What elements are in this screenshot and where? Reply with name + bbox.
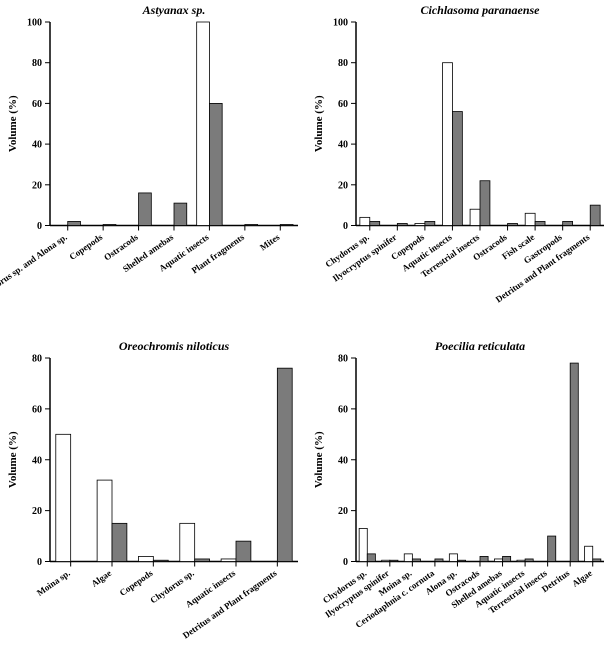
bar [452, 112, 462, 226]
bar [221, 558, 236, 561]
bar [195, 558, 210, 561]
bar [585, 546, 593, 561]
y-tick-label: 40 [338, 455, 348, 466]
y-tick-label: 20 [32, 506, 42, 517]
bar [449, 553, 457, 561]
y-tick-label: 60 [32, 404, 42, 415]
y-tick-label: 80 [338, 58, 348, 69]
bar [367, 553, 375, 561]
chart-title: Astyanax sp. [142, 3, 206, 17]
y-tick-label: 80 [338, 353, 348, 364]
x-category-label: Copepods [67, 232, 104, 262]
y-axis-label: Volume (%) [7, 431, 19, 488]
bar [517, 560, 525, 561]
bar [112, 523, 127, 561]
bar [245, 224, 258, 225]
bar [138, 556, 153, 561]
bar [236, 541, 251, 561]
bar [97, 480, 112, 561]
bar [359, 528, 367, 561]
x-category-label: Moina sp. [35, 567, 72, 597]
y-tick-label: 40 [32, 455, 42, 466]
bar [56, 434, 71, 561]
y-tick-label: 0 [343, 221, 348, 232]
bar [174, 203, 187, 225]
bar [457, 560, 465, 561]
bar [425, 221, 435, 225]
bar [435, 558, 443, 561]
y-tick-label: 20 [338, 180, 348, 191]
panel-oreochromis: Oreochromis niloticus 0 20 40 60 80 Volume (%)… [0, 336, 306, 671]
y-tick-label: 80 [32, 353, 42, 364]
bar [548, 536, 556, 561]
x-category-label: Algae [570, 567, 594, 588]
bar [360, 217, 370, 225]
bar [508, 223, 518, 225]
bar [180, 523, 195, 561]
bar [277, 368, 292, 561]
y-tick-label: 60 [338, 99, 348, 110]
bar [390, 560, 398, 561]
y-axis-label: Volume (%) [7, 95, 19, 152]
bar [370, 221, 380, 225]
y-tick-label: 20 [338, 506, 348, 517]
x-category-label: Copepods [118, 567, 155, 597]
y-tick-label: 0 [37, 221, 42, 232]
bar [197, 22, 210, 226]
bar [590, 205, 600, 225]
x-category-label: Chydorus sp. and Alona sp. [0, 232, 69, 301]
panel-poecilia: Poecilia reticulata020406080Volume (%)Ch… [306, 336, 612, 671]
y-tick-label: 0 [37, 557, 42, 568]
y-tick-label: 100 [333, 18, 348, 29]
bar [525, 213, 535, 225]
chart-grid: Astyanax sp. 0 20 40 60 80 100 Volume (%) Chydor… [0, 0, 612, 671]
panel-astyanax: Astyanax sp. 0 20 40 60 80 100 Volume (%) Chydor… [0, 0, 306, 336]
bar [593, 558, 601, 561]
bar [382, 560, 390, 561]
y-tick-label: 80 [32, 58, 42, 69]
bar [153, 560, 168, 561]
bar [503, 556, 511, 561]
y-tick-label: 0 [343, 557, 348, 568]
y-axis-label: Volume (%) [313, 95, 325, 152]
bar [415, 223, 425, 225]
bar [209, 103, 222, 225]
y-tick-label: 100 [27, 18, 42, 29]
bar [280, 224, 293, 225]
y-tick-label: 40 [338, 140, 348, 151]
bar [563, 221, 573, 225]
chart-title: Cichlasoma paranaense [420, 3, 540, 17]
bar [470, 209, 480, 225]
bar [480, 556, 488, 561]
bar [570, 363, 578, 561]
bar [139, 193, 152, 226]
bar [103, 224, 116, 225]
x-category-label: Mites [258, 232, 282, 253]
bar [525, 558, 533, 561]
bar [443, 63, 453, 226]
y-axis-label: Volume (%) [313, 431, 325, 488]
chart-title: Oreochromis niloticus [119, 339, 230, 353]
bar [535, 221, 545, 225]
chart-title: Poecilia reticulata [435, 339, 525, 353]
bar [494, 558, 502, 561]
bar [397, 223, 407, 225]
bar [412, 558, 420, 561]
y-tick-label: 60 [32, 99, 42, 110]
bar [68, 221, 81, 225]
y-tick-label: 20 [32, 180, 42, 191]
bar [480, 181, 490, 226]
y-tick-label: 60 [338, 404, 348, 415]
bar [404, 553, 412, 561]
y-tick-label: 40 [32, 140, 42, 151]
x-category-label: Algae [89, 567, 113, 588]
panel-cichlasoma: Cichlasoma paranaense 0 20 40 60 80 100 Volume … [306, 0, 612, 336]
